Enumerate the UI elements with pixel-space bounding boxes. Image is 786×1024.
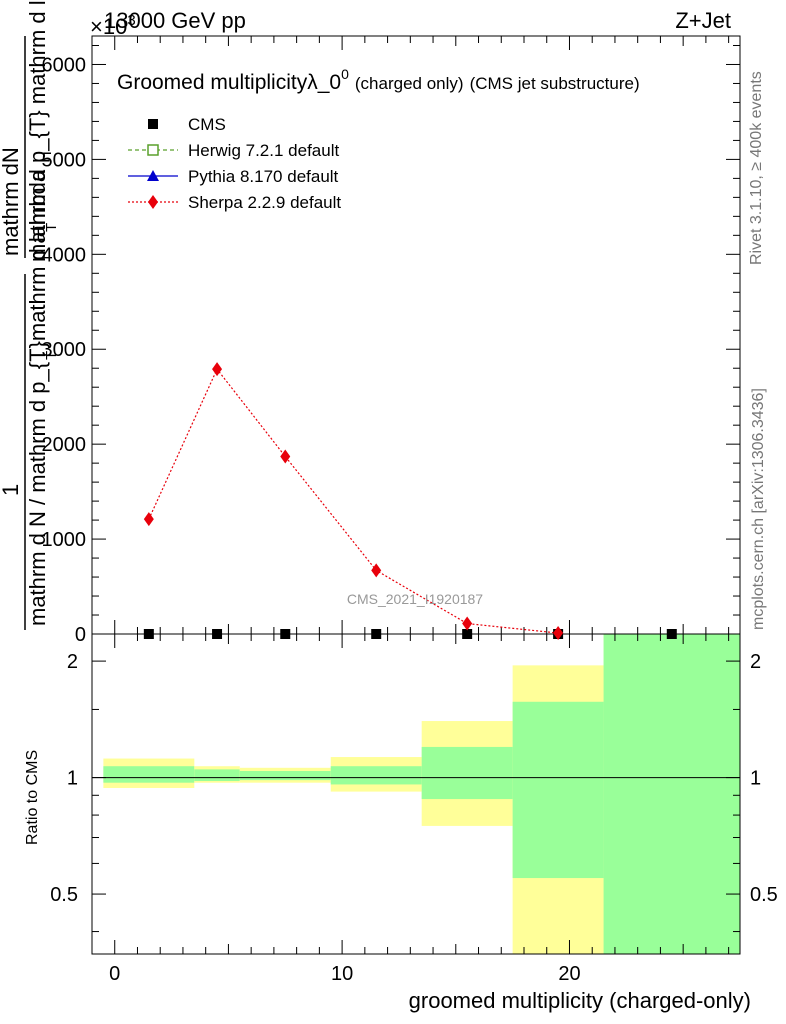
main-ytick-label: 5000 xyxy=(42,149,87,171)
ratio-band-green-6 xyxy=(603,634,740,954)
ratio-band-green-1 xyxy=(194,769,240,781)
xtick-label: 20 xyxy=(558,963,580,985)
ylabel-one: 1 xyxy=(0,484,23,496)
ratio-ytick-label-left: 2 xyxy=(67,651,78,673)
sherpa-line xyxy=(148,368,559,634)
main-ytick-label: 3000 xyxy=(42,339,87,361)
ylabel-frac2-sub: T xyxy=(43,351,60,360)
cms-point xyxy=(666,629,677,639)
exponent-power: 3 xyxy=(127,12,135,29)
ylabel-frac2: mathrm d N / mathrm d p_{T}mathrm d lamb… xyxy=(25,169,50,626)
ylabel-frac1-num: mathrm dN xyxy=(0,147,23,256)
ratio-ytick-label-right: 2 xyxy=(750,651,761,673)
xtick-label: 10 xyxy=(331,963,353,985)
title-sup: 0 xyxy=(341,66,349,82)
main-ytick-label: 1000 xyxy=(42,529,87,551)
main-ytick-label: 2000 xyxy=(42,434,87,456)
title-tail: (CMS jet substructure) xyxy=(470,74,640,93)
data-markers xyxy=(143,362,677,641)
main-ylabel: mathrm dN mathrm d p_{T} mathrm d lambda… xyxy=(0,0,60,630)
sherpa-point xyxy=(371,563,382,578)
legend-marker-sherpa xyxy=(148,195,158,209)
legend-label: Pythia 8.170 default xyxy=(188,167,339,186)
ratio-band-green-2 xyxy=(239,770,331,781)
exponent-label: ×103 xyxy=(90,12,136,39)
ratio-ylabel: Ratio to CMS xyxy=(24,750,41,845)
cms-point xyxy=(371,629,382,639)
sherpa-point xyxy=(462,616,473,631)
ratio-ytick-label-right: 1 xyxy=(750,768,761,790)
ratio-ytick-label-left: 1 xyxy=(67,768,78,790)
main-ytick-label: 6000 xyxy=(42,54,87,76)
title-charged: (charged only) xyxy=(355,74,464,93)
ratio-ytick-label-left: 0.5 xyxy=(50,884,78,906)
rivet-label: Rivet 3.1.10, ≥ 400k events xyxy=(748,71,765,265)
legend-label: Herwig 7.2.1 default xyxy=(188,141,339,160)
xtick-label: 0 xyxy=(109,963,120,985)
legend-label: CMS xyxy=(188,115,226,134)
ylabel-frac1-den: mathrm d p_{T} mathrm d lambda xyxy=(25,0,50,262)
legend-marker-herwig xyxy=(147,144,159,156)
cms-point xyxy=(280,629,291,639)
chart-title: Groomed multiplicityλ_00 (charged only) (C… xyxy=(117,66,640,94)
ratio-band-green-4 xyxy=(421,746,513,800)
ratio-band-green-3 xyxy=(330,766,422,785)
mcplots-label: mcplots.cern.ch [arXiv:1306.3436] xyxy=(750,388,767,630)
axis-tick-labels: 0 1000 2000 3000 4000 5000 6000 0 10 20 0.5 0.5 1 1 2 2 xyxy=(42,54,778,985)
legend-marker-pythia xyxy=(147,170,159,181)
main-ytick-label: 4000 xyxy=(42,244,87,266)
main-ytick-label: 0 xyxy=(75,624,86,646)
cms-point xyxy=(462,629,473,639)
legend: CMS Herwig 7.2.1 default Pythia 8.170 defa… xyxy=(128,115,341,212)
ratio-ytick-label-right: 0.5 xyxy=(750,884,778,906)
sherpa-point xyxy=(553,626,564,641)
sherpa-point xyxy=(212,362,223,377)
ratio-band-green-0 xyxy=(103,766,195,783)
ratio-frame xyxy=(91,633,741,955)
sherpa-point xyxy=(280,449,291,464)
process-label: Z+Jet xyxy=(675,8,731,33)
axis-ticks xyxy=(91,36,740,954)
ylabel-frac1-sub: T xyxy=(43,223,60,232)
energy-label: 13000 GeV pp xyxy=(104,8,246,33)
legend-label: Sherpa 2.2.9 default xyxy=(188,193,341,212)
title-main: Groomed multiplicityλ_0 xyxy=(117,71,341,94)
legend-marker-cms xyxy=(148,119,158,129)
sherpa-point xyxy=(143,512,154,527)
cms-point xyxy=(143,629,154,639)
cms-point xyxy=(212,629,223,639)
ratio-band-green-5 xyxy=(512,701,604,879)
ratio-bands xyxy=(103,634,740,954)
watermark: CMS_2021_I1920187 xyxy=(347,591,483,607)
x-axis-label: groomed multiplicity (charged-only) xyxy=(409,988,751,1013)
